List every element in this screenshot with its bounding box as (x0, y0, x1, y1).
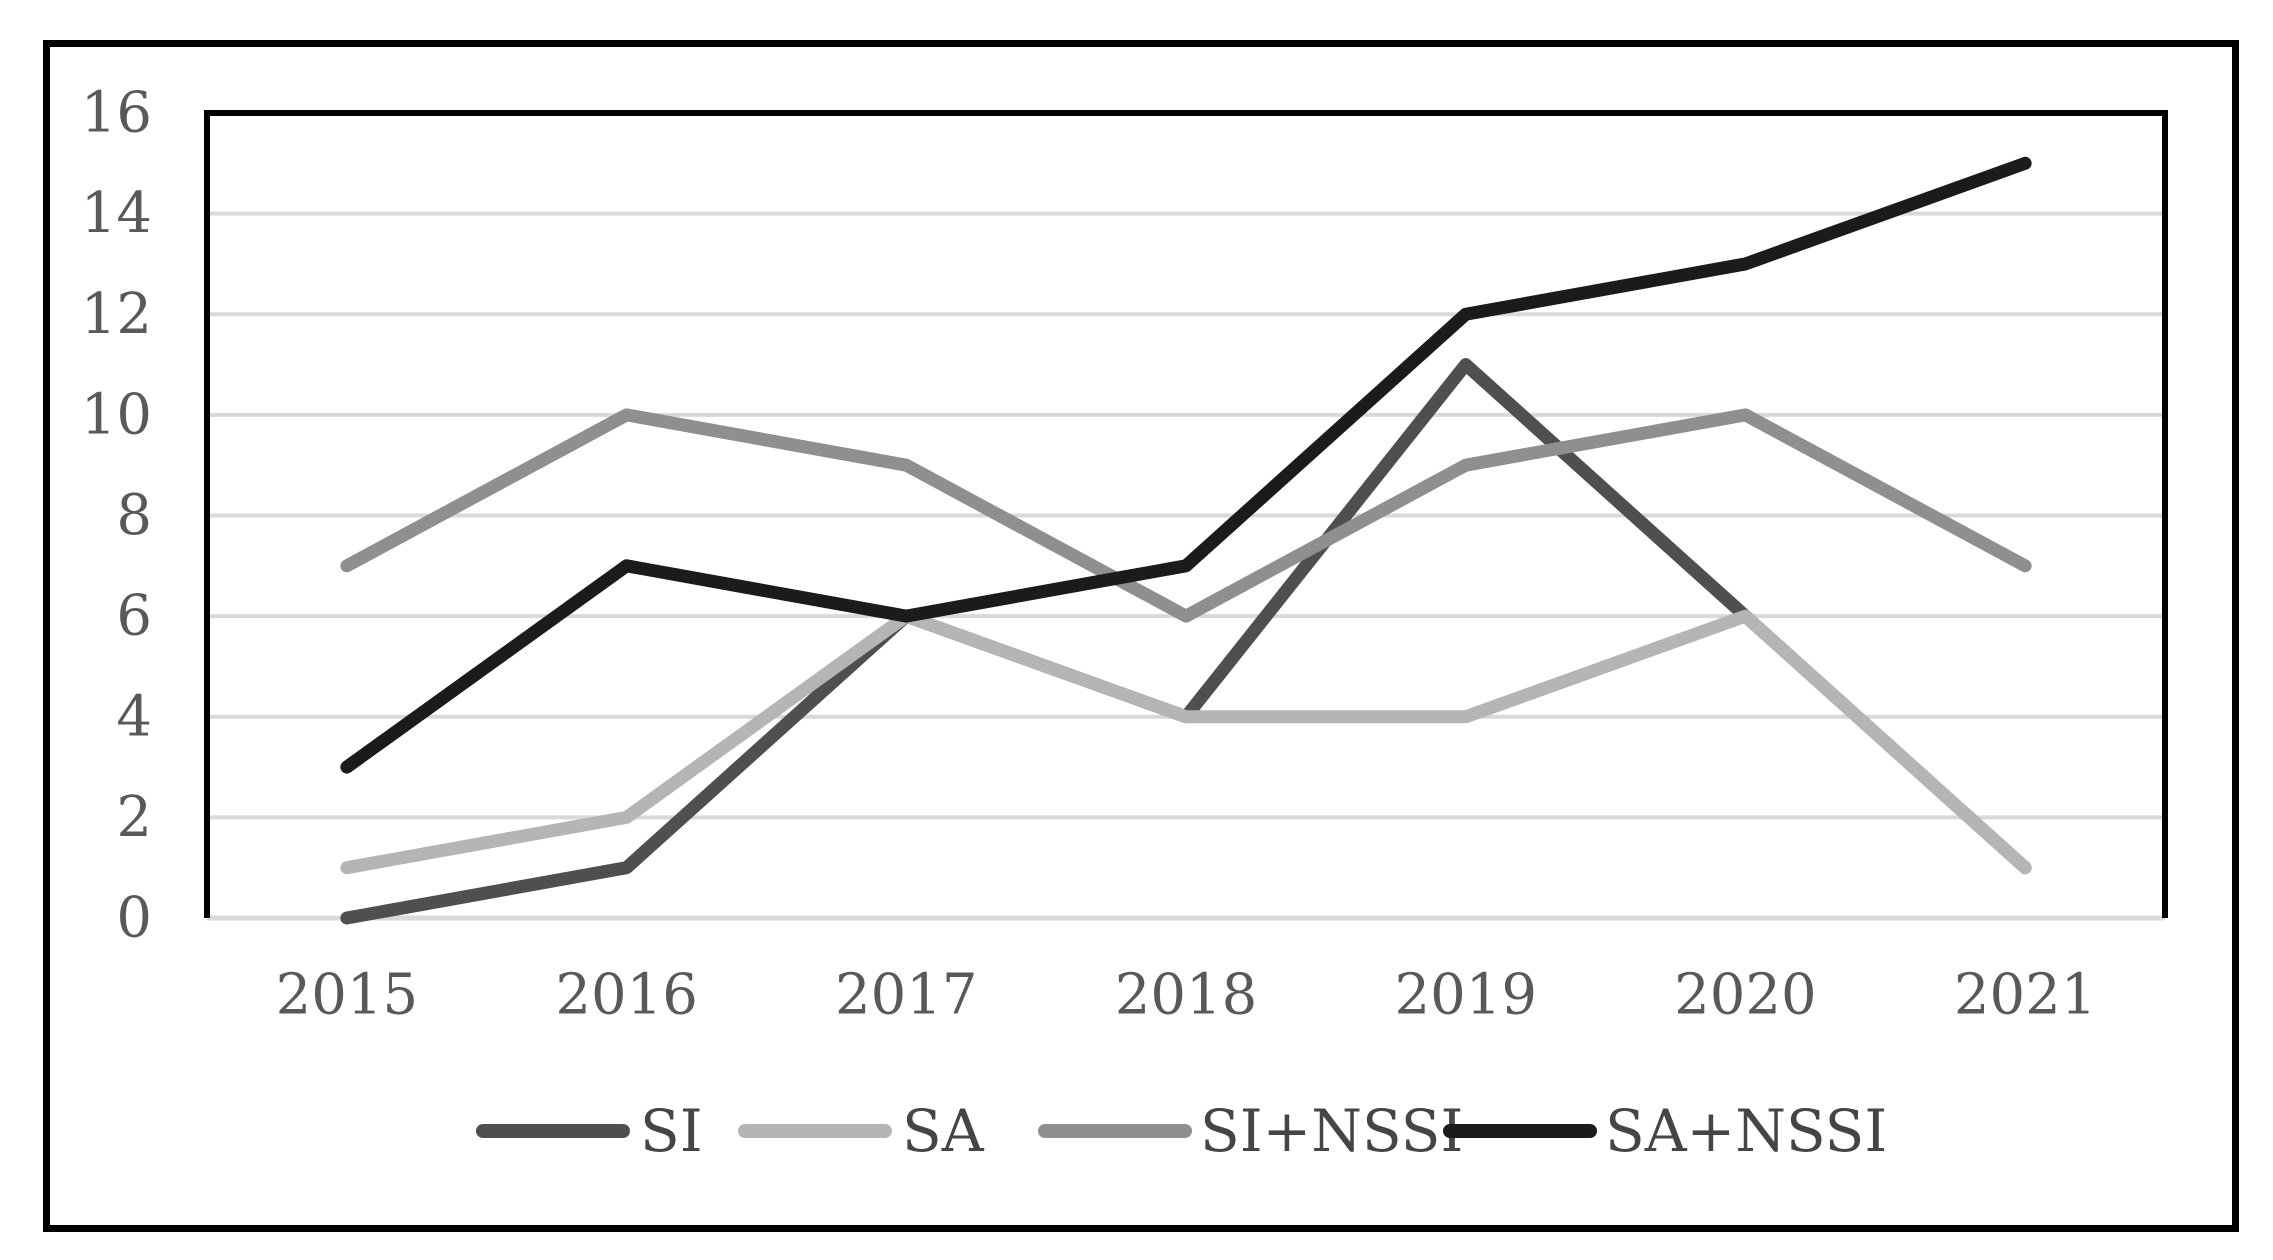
legend-label-sa-nssi: SA+NSSI (1605, 1097, 1887, 1165)
y-axis-tick-label: 2 (116, 785, 152, 850)
legend-label-sa: SA (902, 1097, 985, 1165)
y-axis-tick-label: 8 (116, 483, 152, 548)
x-axis-tick-label: 2019 (1394, 963, 1537, 1028)
legend-label-si-nssi: SI+NSSI (1200, 1097, 1463, 1165)
figure-border (43, 40, 2239, 1232)
y-axis-tick-label: 14 (81, 181, 152, 246)
y-axis-tick-label: 0 (116, 886, 152, 951)
legend-label-si: SI (640, 1097, 703, 1165)
x-axis-tick-label: 2017 (835, 963, 978, 1028)
y-axis-tick-label: 4 (116, 684, 152, 749)
x-axis-tick-label: 2016 (555, 963, 698, 1028)
series-line-si-nssi (340, 408, 2032, 623)
y-axis-tick-label: 10 (81, 382, 152, 447)
y-axis-tick-label: 6 (116, 584, 152, 649)
x-axis-tick-label: 2018 (1115, 963, 1258, 1028)
x-axis-tick-label: 2015 (276, 963, 419, 1028)
plot-border (204, 110, 2168, 918)
x-axis-tick-label: 2020 (1674, 963, 1817, 1028)
series-line-sa-nssi (340, 156, 2032, 774)
y-axis-tick-label: 12 (81, 282, 152, 347)
y-axis-tick-label: 16 (81, 81, 152, 146)
series-line-sa (340, 609, 2032, 875)
x-axis-tick-label: 2021 (1954, 963, 2097, 1028)
